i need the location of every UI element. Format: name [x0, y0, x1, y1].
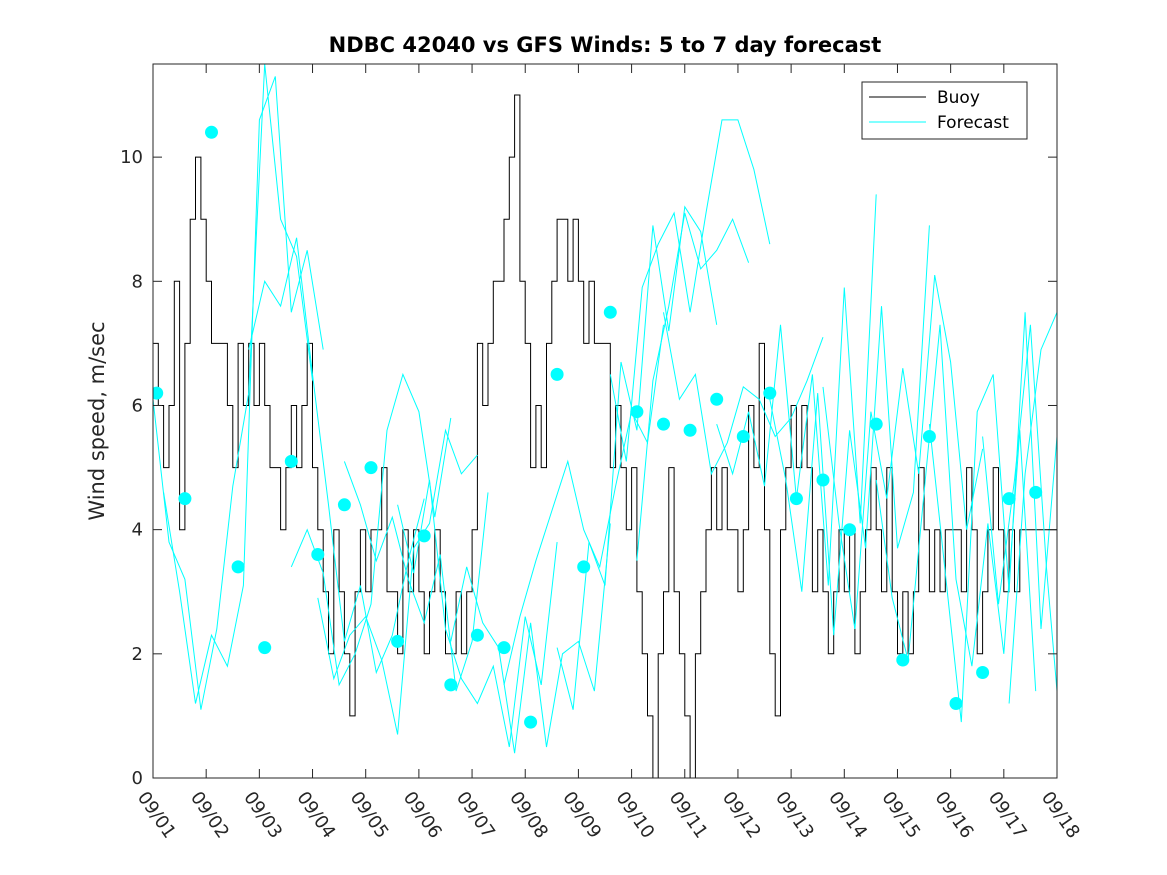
legend: Buoy Forecast [861, 81, 1028, 140]
forecast-point [736, 430, 750, 443]
forecast-point [1029, 485, 1043, 499]
forecast-series-line-10 [556, 205, 718, 710]
forecast-series-line-13 [663, 312, 824, 476]
forecast-point [816, 473, 830, 487]
y-tick-label: 2 [132, 644, 143, 665]
forecast-point [153, 386, 164, 400]
forecast-point [284, 454, 298, 468]
legend-buoy-label: Buoy [937, 88, 980, 108]
forecast-point [178, 492, 192, 506]
forecast-series-line-19 [982, 324, 1057, 692]
forecast-point [869, 417, 883, 431]
plot-content [153, 64, 1057, 778]
forecast-point [603, 305, 617, 319]
forecast-series-line-15 [769, 225, 930, 636]
y-axis-label: Wind speed, m/sec [85, 321, 109, 520]
forecast-series-line-9 [503, 324, 664, 686]
forecast-point [683, 423, 697, 437]
forecast-point [417, 529, 431, 543]
forecast-series-line-3 [248, 237, 425, 675]
forecast-series-line-7 [397, 479, 558, 748]
forecast-point [470, 628, 484, 642]
forecast-point [630, 405, 644, 419]
forecast-point [763, 386, 777, 400]
forecast-point [524, 715, 538, 729]
forecast-point [949, 697, 963, 710]
forecast-point [896, 653, 910, 667]
forecast-point [922, 430, 936, 443]
forecast-series-line-20 [1008, 312, 1057, 704]
forecast-point [550, 367, 564, 381]
legend-forecast-label: Forecast [937, 113, 1009, 133]
forecast-point [337, 498, 351, 512]
buoy-series-line [153, 94, 1057, 778]
y-tick-label: 0 [132, 768, 143, 789]
forecast-point [231, 560, 245, 574]
forecast-point [391, 634, 405, 648]
chart-title: NDBC 42040 vs GFS Winds: 5 to 7 day fore… [329, 33, 882, 57]
forecast-point [710, 392, 724, 406]
forecast-series-line-17 [875, 324, 1037, 692]
y-tick-label: 10 [120, 147, 143, 168]
forecast-point [497, 641, 511, 655]
forecast-point [205, 125, 218, 139]
forecast-point [444, 678, 458, 692]
forecast-point [1002, 492, 1016, 506]
y-tick-label: 8 [132, 271, 143, 292]
forecast-series-line-12 [636, 212, 750, 561]
forecast-series-line-18 [928, 312, 1057, 723]
forecast-series-line-11 [609, 119, 771, 462]
axes-frame [152, 63, 1058, 779]
forecast-point [364, 461, 378, 475]
forecast-point [789, 492, 803, 506]
legend-box [861, 81, 1028, 140]
forecast-point [843, 523, 857, 537]
forecast-point [976, 666, 990, 679]
y-tick-label: 6 [132, 395, 143, 416]
forecast-series-line-6 [343, 461, 489, 692]
forecast-point [311, 548, 325, 561]
forecast-series-line-2 [163, 76, 324, 704]
forecast-point [577, 560, 591, 574]
forecast-point [657, 417, 670, 431]
forecast-point [258, 641, 272, 655]
forecast-series-line-16 [822, 275, 984, 630]
plot-area [153, 64, 1057, 778]
forecast-series-line-5 [317, 428, 478, 735]
forecast-series-line-8 [450, 523, 611, 754]
y-tick-label: 4 [132, 520, 143, 541]
